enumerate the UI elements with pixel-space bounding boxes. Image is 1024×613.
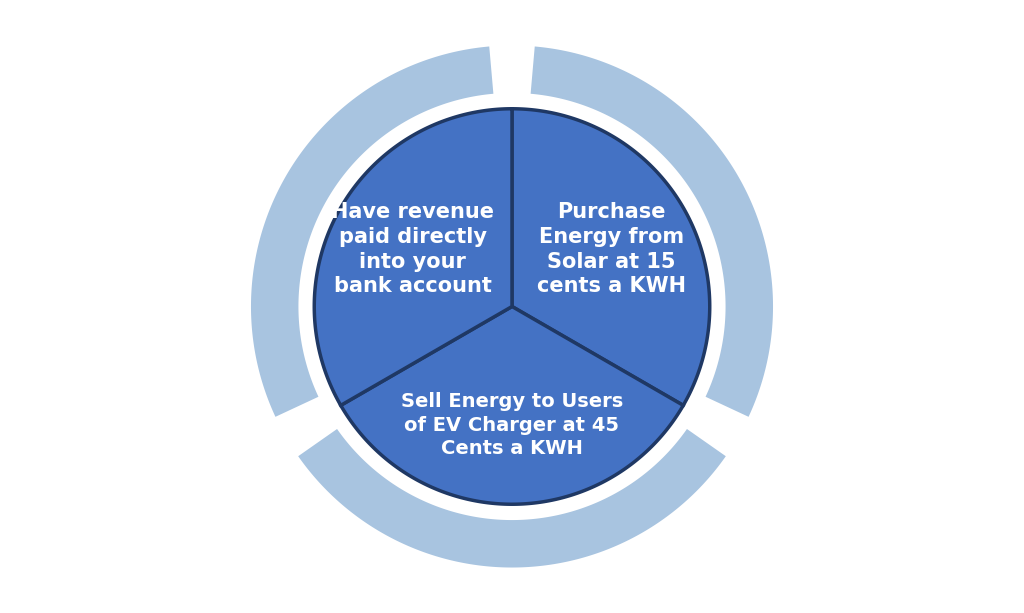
Polygon shape (298, 429, 726, 568)
Polygon shape (512, 109, 710, 405)
Polygon shape (251, 47, 494, 417)
Polygon shape (530, 47, 773, 417)
Polygon shape (341, 306, 683, 504)
Text: Sell Energy to Users
of EV Charger at 45
Cents a KWH: Sell Energy to Users of EV Charger at 45… (400, 392, 624, 458)
Text: Purchase
Energy from
Solar at 15
cents a KWH: Purchase Energy from Solar at 15 cents a… (537, 202, 686, 296)
Text: Have revenue
paid directly
into your
bank account: Have revenue paid directly into your ban… (331, 202, 495, 296)
Polygon shape (314, 109, 512, 405)
